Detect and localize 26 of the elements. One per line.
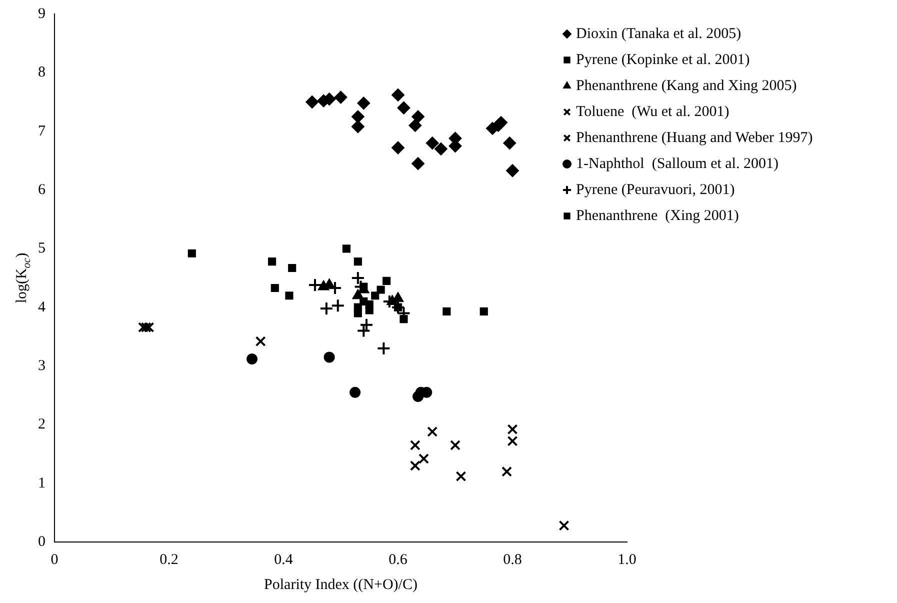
y-tick-label: 5 xyxy=(38,240,46,257)
x-tick-label: 0.4 xyxy=(274,552,294,568)
y-tick-label: 4 xyxy=(38,299,46,316)
legend-label: Pyrene (Peuravuori, 2001) xyxy=(576,182,735,198)
x-tick-label: 1.0 xyxy=(618,552,636,568)
legend-label: 1-Naphthol (Salloum et al. 2001) xyxy=(576,156,778,172)
y-axis-title: log(Koc) xyxy=(14,252,33,304)
y-tick-label: 1 xyxy=(38,475,46,492)
legend-label: Pyrene (Kopinke et al. 2001) xyxy=(576,52,750,68)
legend-label: Phenanthrene (Huang and Weber 1997) xyxy=(576,130,813,146)
x-tick-label: 0.6 xyxy=(388,552,408,568)
legend-label: Dioxin (Tanaka et al. 2005) xyxy=(576,26,742,42)
x-tick-label: 0 xyxy=(50,552,58,568)
y-tick-label: 3 xyxy=(38,358,46,374)
x-tick-label: 0.8 xyxy=(503,552,522,568)
y-tick-label: 6 xyxy=(38,182,46,198)
y-tick-label: 7 xyxy=(38,123,46,140)
y-tick-label: 2 xyxy=(38,416,46,433)
legend-label: Toluene (Wu et al. 2001) xyxy=(576,104,730,120)
y-tick-label: 8 xyxy=(38,64,46,81)
y-tick-label: 9 xyxy=(38,6,46,22)
y-tick-label: 0 xyxy=(38,534,46,550)
x-tick-label: 0.2 xyxy=(160,552,178,568)
legend-label: Phenanthrene (Xing 2001) xyxy=(576,208,739,224)
legend-label: Phenanthrene (Kang and Xing 2005) xyxy=(576,78,797,94)
x-axis-title: Polarity Index ((N+O)/C) xyxy=(264,576,418,593)
